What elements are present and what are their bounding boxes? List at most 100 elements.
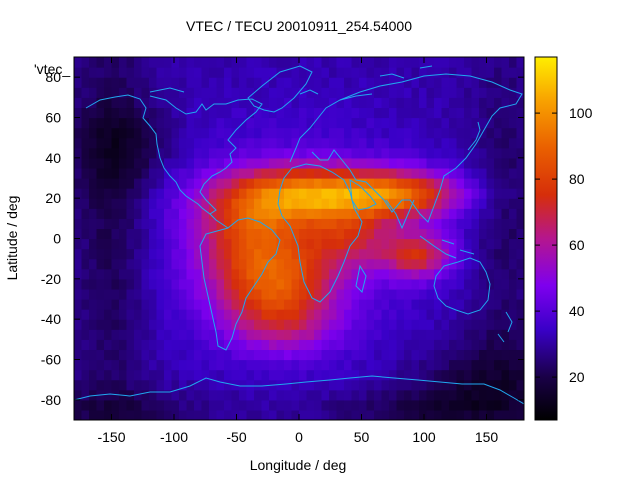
heatmap-cell	[389, 157, 398, 169]
heatmap-cell	[89, 127, 98, 139]
heatmap-cell	[156, 409, 165, 420]
heatmap-cell	[171, 258, 180, 270]
heatmap-cell	[149, 77, 158, 88]
heatmap-cell	[134, 218, 143, 230]
heatmap-cell	[449, 127, 458, 139]
heatmap-cell	[89, 379, 98, 391]
heatmap-cell	[149, 299, 158, 310]
heatmap-cell	[501, 299, 510, 310]
heatmap-cell	[284, 258, 293, 270]
heatmap-cell	[381, 288, 390, 300]
heatmap-cell	[164, 67, 173, 78]
heatmap-cell	[441, 399, 450, 411]
heatmap-cell	[156, 339, 165, 351]
heatmap-cell	[321, 157, 330, 169]
heatmap-cell	[404, 238, 413, 250]
heatmap-cell	[456, 167, 465, 179]
heatmap-cell	[351, 117, 360, 129]
heatmap-cell	[284, 369, 293, 381]
series-overlay-label: 'vtec_	[34, 61, 70, 77]
heatmap-cell	[89, 198, 98, 209]
heatmap-cell	[486, 288, 495, 300]
heatmap-cell	[284, 137, 293, 149]
heatmap-cell	[179, 198, 188, 209]
coastline-europe	[289, 93, 373, 163]
heatmap-cell	[164, 309, 173, 320]
heatmap-cell	[494, 147, 503, 159]
heatmap-cell	[434, 309, 443, 320]
heatmap-cell	[464, 67, 473, 78]
heatmap-cell	[246, 188, 255, 199]
heatmap-cell	[239, 309, 248, 320]
heatmap-cell	[141, 329, 150, 340]
heatmap-cell	[276, 147, 285, 159]
heatmap-cell	[186, 97, 195, 109]
heatmap-cell	[314, 77, 323, 88]
heatmap-cell	[164, 288, 173, 300]
heatmap-cell	[471, 57, 480, 68]
heatmap-cell	[501, 389, 510, 401]
heatmap-cell	[321, 117, 330, 129]
heatmap-cell	[186, 319, 195, 330]
heatmap-cell	[456, 248, 465, 260]
heatmap-cell	[201, 178, 210, 189]
heatmap-cell	[321, 228, 330, 240]
heatmap-cell	[396, 147, 405, 159]
heatmap-cell	[314, 379, 323, 391]
heatmap-cell	[194, 167, 203, 179]
heatmap-cell	[299, 359, 308, 371]
heatmap-cell	[359, 319, 368, 330]
heatmap-cell	[179, 349, 188, 361]
heatmap-cell	[96, 127, 105, 139]
heatmap-cell	[426, 117, 435, 129]
heatmap-cell	[299, 127, 308, 139]
x-tick-label: -150	[97, 429, 125, 445]
heatmap-cell	[359, 379, 368, 391]
heatmap-cell	[269, 157, 278, 169]
heatmap-cell	[201, 228, 210, 240]
heatmap-cell	[111, 238, 120, 250]
heatmap-cell	[479, 389, 488, 401]
heatmap-cell	[434, 238, 443, 250]
heatmap-cell	[179, 278, 188, 290]
heatmap-cell	[216, 157, 225, 169]
heatmap-cell	[261, 167, 270, 179]
heatmap-cell	[351, 218, 360, 230]
heatmap-cell	[96, 157, 105, 169]
heatmap-cell	[156, 157, 165, 169]
heatmap-cell	[201, 87, 210, 98]
heatmap-cell	[74, 218, 83, 230]
heatmap-cell	[284, 147, 293, 159]
heatmap-cell	[104, 349, 113, 361]
heatmap-cell	[104, 198, 113, 209]
heatmap-cell	[201, 97, 210, 109]
heatmap-cell	[396, 87, 405, 98]
heatmap-cell	[329, 248, 338, 260]
heatmap-cell	[299, 117, 308, 129]
heatmap-cell	[201, 258, 210, 270]
heatmap-cell	[426, 369, 435, 381]
heatmap-cell	[201, 309, 210, 320]
heatmap-cell	[434, 288, 443, 300]
heatmap-cell	[404, 349, 413, 361]
chart-title: VTEC / TECU 20010911_254.54000	[186, 18, 412, 34]
heatmap-cell	[239, 188, 248, 199]
heatmap-cell	[434, 77, 443, 88]
heatmap-cell	[134, 157, 143, 169]
colorbar-tick-label: 60	[569, 237, 585, 253]
heatmap-cell	[74, 208, 83, 219]
heatmap-cell	[396, 288, 405, 300]
heatmap-cell	[344, 107, 353, 119]
heatmap-cell	[479, 248, 488, 260]
coastline-greenland	[247, 65, 313, 113]
heatmap-cell	[344, 67, 353, 78]
heatmap-cell	[374, 369, 383, 381]
heatmap-cell	[426, 157, 435, 169]
heatmap-cell	[299, 218, 308, 230]
heatmap-cell	[209, 379, 218, 391]
heatmap-cell	[411, 288, 420, 300]
heatmap-cell	[261, 399, 270, 411]
heatmap-cell	[494, 389, 503, 401]
heatmap-cell	[186, 198, 195, 209]
heatmap-cell	[246, 147, 255, 159]
